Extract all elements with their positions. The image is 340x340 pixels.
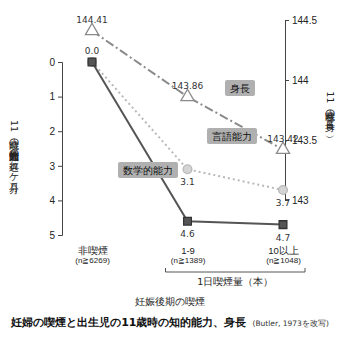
marker — [85, 23, 98, 34]
marker — [276, 142, 289, 153]
category-label: 10以上(n≧1048) — [266, 245, 301, 266]
tick-label: 1 — [49, 91, 55, 102]
tick: 144 — [285, 75, 309, 86]
axis-line — [58, 63, 63, 236]
annotation: 妊娠後期の喫煙 — [135, 296, 205, 307]
marker — [279, 186, 288, 195]
series-label: 言語能力 — [207, 128, 257, 144]
data-label: 0.0 — [85, 46, 100, 56]
tick: 非喫煙(n≧6269) — [75, 245, 110, 266]
category-line: 10以上 — [268, 245, 299, 256]
marker — [184, 217, 192, 225]
tick: 144.5 — [285, 15, 317, 26]
x-axis: 非喫煙(n≧6269) 1-9(n≧1389) 10以上(n≧1048) — [75, 245, 301, 266]
series-line — [92, 31, 283, 150]
series-label-box — [225, 80, 255, 96]
tick-label: 143 — [292, 195, 309, 206]
tick: 1-9(n≧1389) — [171, 245, 206, 266]
series-name: 身長 — [230, 83, 250, 94]
y2-axis: 143143.5144144.5 — [285, 15, 317, 206]
marker — [183, 165, 192, 174]
axis-line — [286, 21, 290, 201]
tick-mark — [285, 20, 289, 21]
marker — [88, 58, 97, 67]
category-line: (n≧1389) — [171, 256, 206, 265]
y2-axis-title: 11歳時の身長（cm） — [325, 91, 336, 138]
x-axis-title: 1日喫煙量（本） — [197, 276, 273, 287]
series-name: 数学的能力 — [123, 165, 173, 176]
category-line: 非喫煙 — [78, 245, 108, 256]
tick: 5 — [49, 230, 62, 241]
tick-mark — [58, 131, 62, 132]
tick-label: 4 — [49, 195, 55, 206]
tick: 4 — [49, 195, 62, 206]
data-label: 3.7 — [276, 198, 290, 208]
series-name: 言語能力 — [212, 131, 252, 142]
category-line: (n≧1048) — [266, 256, 301, 265]
marker — [181, 89, 194, 100]
tick-mark — [58, 166, 62, 167]
tick-label: 2 — [49, 126, 55, 137]
series-label: 数学的能力 — [118, 162, 178, 178]
data-label: 143.86 — [172, 81, 204, 91]
tick-label: 144 — [292, 75, 309, 86]
marker — [279, 221, 287, 229]
series-label-box — [118, 162, 178, 178]
tick: 2 — [49, 126, 62, 137]
data-label: 144.41 — [76, 15, 108, 25]
tick-mark — [285, 80, 289, 81]
series-line — [92, 62, 283, 190]
category-label: 1-9(n≧1389) — [171, 245, 206, 266]
plot-area — [85, 23, 289, 228]
tick-mark — [58, 200, 62, 201]
series-label-box — [207, 128, 257, 144]
series-line — [92, 62, 283, 225]
data-labels: 144.41 143.86 143.42 0.0 3.1 3.7 4.6 4.7 — [76, 15, 299, 243]
data-label: 3.1 — [180, 177, 194, 187]
marker — [88, 58, 96, 66]
tick-label: 144.5 — [292, 15, 317, 26]
y-axis: 0 1 2 3 4 5 — [49, 57, 62, 241]
tick: 1 — [49, 91, 62, 102]
tick-label: 3 — [49, 161, 55, 172]
data-label: 4.6 — [180, 229, 195, 239]
tick: 3 — [49, 161, 62, 172]
tick-mark — [58, 97, 62, 98]
tick-label: 0 — [49, 57, 55, 68]
source: (Butler, 1973を改写) — [252, 319, 328, 328]
tick-mark — [58, 62, 62, 63]
category-line: (n≧6269) — [75, 256, 110, 265]
tick-label: 5 — [49, 230, 55, 241]
series-label: 身長 — [225, 80, 255, 96]
category-label: 非喫煙(n≧6269) — [75, 245, 110, 266]
tick: 10以上(n≧1048) — [266, 245, 301, 266]
chart: 012345143143.5144144.5非喫煙(n≧6269)1-9(n≧1… — [0, 0, 340, 340]
y-axis-title: 11歳時の知的能力発達の遅れ（ケ月分） — [9, 120, 20, 195]
bracket — [166, 268, 306, 272]
tick: 0 — [49, 57, 62, 68]
category-line: 1-9 — [181, 245, 195, 256]
data-label: 4.7 — [276, 233, 290, 243]
title: 妊婦の喫煙と出生児の11歳時の知的能力、身長 — [10, 316, 246, 329]
data-label: 143.42 — [267, 134, 299, 144]
tick-mark — [58, 235, 62, 236]
